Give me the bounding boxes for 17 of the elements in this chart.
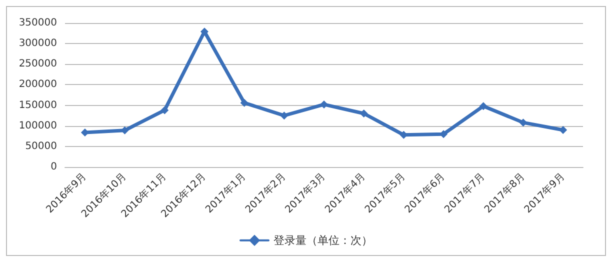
point: [280, 112, 288, 120]
y-tick-label: 200000: [18, 79, 57, 90]
point: [240, 98, 248, 107]
point: [559, 126, 568, 134]
point: [320, 100, 328, 108]
y-tick-label: 300000: [18, 38, 57, 50]
point: [200, 28, 208, 36]
point: [479, 102, 488, 110]
point: [160, 106, 169, 114]
legend-label: 登录量（单位：次）: [274, 234, 372, 247]
y-tick-label: 100000: [18, 120, 57, 132]
point: [360, 110, 368, 118]
y-tick-label: 350000: [18, 18, 57, 28]
y-tick-label: 150000: [18, 100, 57, 111]
y-tick-label: 0: [50, 162, 57, 172]
y-tick-label: 250000: [18, 58, 57, 70]
y-tick-label: 50000: [25, 140, 57, 152]
